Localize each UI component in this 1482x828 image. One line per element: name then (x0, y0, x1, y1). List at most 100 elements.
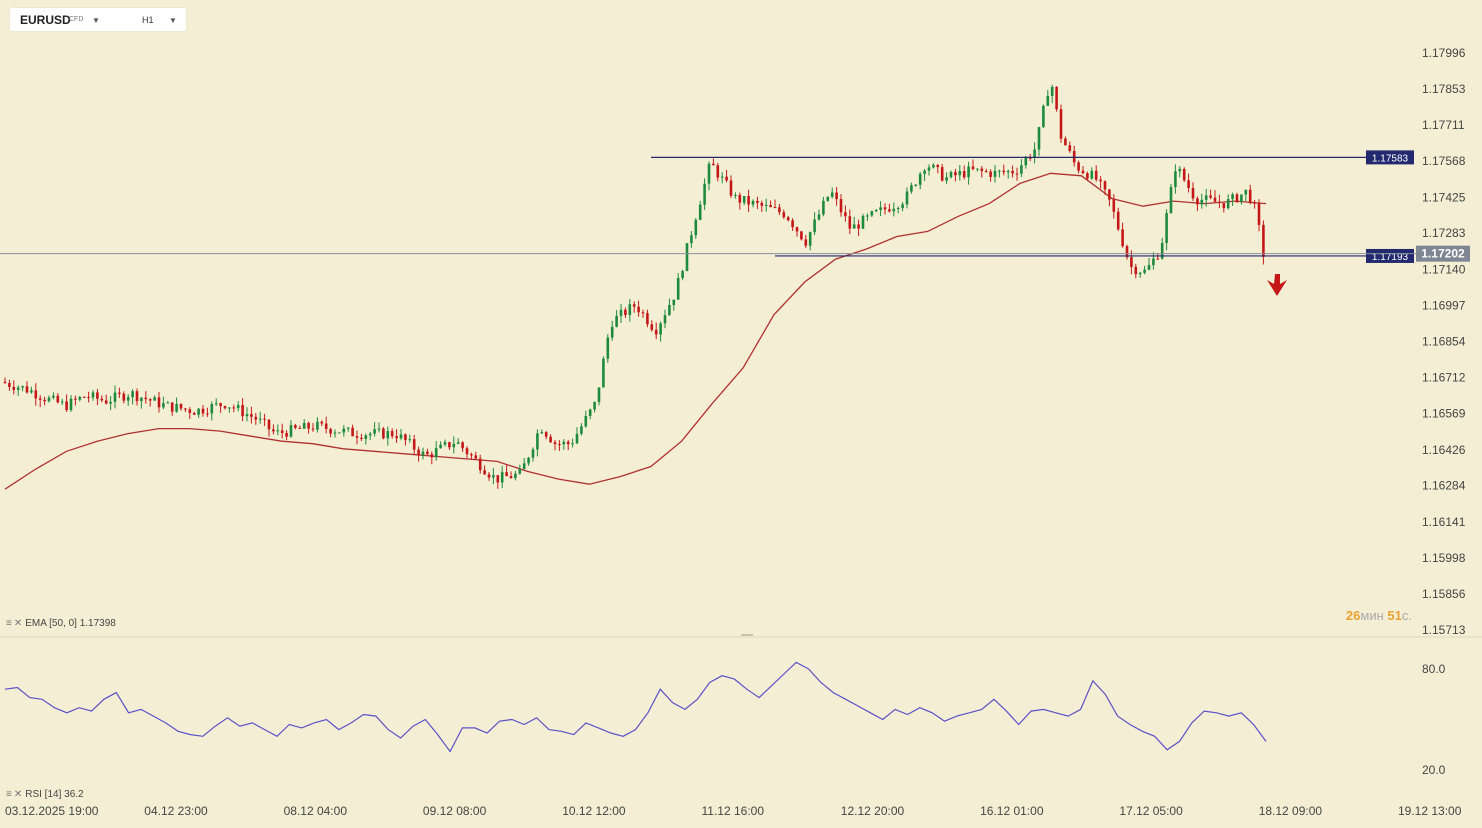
candle-body (197, 408, 200, 415)
candle-body (100, 398, 104, 401)
candle-body (25, 386, 29, 393)
candle-body (1099, 179, 1102, 182)
candle-body (426, 451, 429, 455)
candle-body (729, 180, 733, 196)
candle-body (206, 413, 209, 415)
candle-body (940, 167, 944, 181)
candle-body (1130, 257, 1133, 267)
candle-body (830, 192, 834, 197)
candle-body (905, 191, 909, 205)
candle-body (285, 433, 288, 437)
candle-body (131, 391, 134, 398)
candle-body (870, 211, 874, 216)
timeframe-selector[interactable]: H1 (142, 15, 154, 25)
candle-body (210, 404, 214, 414)
timer-seconds: 51 (1387, 608, 1402, 623)
candle-body (505, 472, 508, 477)
symbol-name[interactable]: EURUSD (20, 13, 71, 27)
candle-body (65, 401, 68, 411)
list-icon[interactable]: ≡ (6, 789, 12, 800)
rsi-tick-label: 80.0 (1422, 662, 1446, 676)
level-badge[interactable] (1366, 150, 1414, 165)
candle-body (311, 428, 315, 430)
caret-down-icon[interactable]: ▼ (92, 16, 100, 25)
levels-group: 1.17583 1.17193 (651, 150, 1414, 263)
candle-body (1231, 194, 1234, 200)
candle-body (113, 392, 117, 402)
candle-body (703, 183, 706, 205)
candle-body (826, 196, 830, 201)
candle-body (47, 397, 51, 402)
price-tick-label: 1.16569 (1422, 407, 1466, 421)
candle-body (96, 392, 99, 399)
candle-body (302, 422, 306, 429)
candle-body (971, 166, 975, 170)
candle-body (562, 441, 566, 445)
price-tick-label: 1.17711 (1422, 118, 1465, 132)
candle-body (1116, 211, 1120, 230)
candle-body (56, 395, 60, 403)
candle-body (157, 397, 161, 408)
candle-body (1235, 194, 1239, 202)
candle-body (1050, 86, 1054, 96)
symbol-selector[interactable]: EURUSD CFD ▼ H1 ▼ (10, 8, 186, 31)
candle-body (109, 401, 112, 404)
candle-body (927, 167, 931, 171)
candle-body (184, 408, 187, 410)
candle-body (632, 304, 636, 307)
candle-body (1033, 149, 1036, 158)
candle-body (144, 397, 148, 400)
pane-resize-handle[interactable] (741, 634, 753, 636)
candle-body (298, 427, 302, 429)
candle-body (38, 398, 42, 400)
candle-body (553, 442, 557, 445)
price-axis: 1.17996 1.17853 1.17711 1.17568 1.17425 1.172… (1422, 46, 1466, 637)
candle-body (461, 442, 464, 449)
candle-body (1138, 272, 1142, 275)
candle-body (800, 231, 803, 240)
candle-body (857, 224, 860, 229)
level-badge[interactable] (1366, 248, 1414, 263)
candle-body (91, 392, 95, 398)
candle-body (1213, 197, 1217, 202)
candle-body (1257, 203, 1261, 225)
list-icon[interactable]: ≡ (6, 618, 12, 629)
candle-body (685, 243, 689, 272)
close-icon[interactable]: ✕ (13, 789, 23, 800)
candle-body (1037, 127, 1041, 150)
candle-body (1262, 224, 1265, 257)
candle-body (474, 455, 478, 459)
candle-body (443, 442, 447, 445)
time-tick-label: 11.12 16:00 (702, 804, 765, 818)
candle-body (580, 426, 583, 434)
caret-down-icon[interactable]: ▼ (169, 16, 177, 25)
candle-body (1086, 173, 1089, 179)
time-tick-label: 08.12 04:00 (284, 804, 348, 818)
candle-body (681, 271, 684, 279)
candle-body (918, 173, 922, 185)
candle-body (663, 315, 667, 324)
candle-body (162, 403, 165, 408)
candle-body (954, 171, 957, 176)
price-badges: 1.17202 (0, 245, 1470, 262)
candle-body (272, 429, 275, 432)
candle-body (390, 431, 394, 437)
candle-body (690, 235, 693, 244)
candle-body (879, 207, 882, 211)
close-icon[interactable]: ✕ (13, 618, 23, 629)
candle-body (223, 406, 227, 409)
candle-body (170, 402, 174, 412)
candle-body (522, 463, 526, 470)
candle-body (615, 315, 618, 327)
ema-line (4, 172, 1267, 490)
candle-body (333, 432, 337, 434)
candle-body (82, 396, 86, 398)
ema-indicator-label: ≡ ✕ EMA [50, 0] 1.17398 (6, 618, 116, 629)
candle-body (377, 428, 381, 430)
candle-body (417, 449, 420, 456)
candle-body (338, 432, 341, 434)
candle-body (1006, 170, 1010, 173)
candle-body (1108, 189, 1111, 200)
